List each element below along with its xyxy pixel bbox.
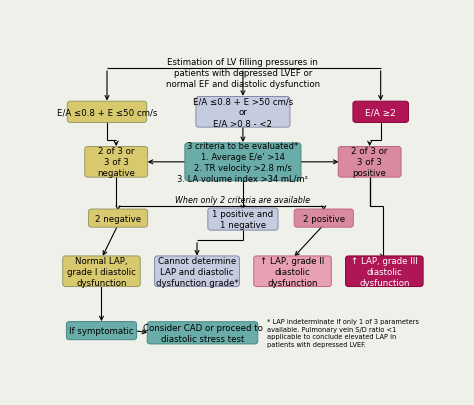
FancyBboxPatch shape bbox=[155, 256, 239, 287]
FancyBboxPatch shape bbox=[338, 147, 401, 178]
Text: 2 of 3 or
3 of 3
negative: 2 of 3 or 3 of 3 negative bbox=[97, 147, 135, 178]
Text: 2 of 3 or
3 of 3
positive: 2 of 3 or 3 of 3 positive bbox=[352, 147, 388, 178]
FancyBboxPatch shape bbox=[254, 256, 331, 287]
FancyBboxPatch shape bbox=[85, 147, 147, 178]
FancyBboxPatch shape bbox=[147, 322, 258, 344]
FancyBboxPatch shape bbox=[89, 209, 147, 228]
FancyBboxPatch shape bbox=[208, 209, 278, 230]
FancyBboxPatch shape bbox=[185, 143, 301, 181]
Text: Cannot determine
LAP and diastolic
dysfunction grade*: Cannot determine LAP and diastolic dysfu… bbox=[155, 256, 238, 287]
FancyBboxPatch shape bbox=[63, 256, 140, 287]
Text: 2 negative: 2 negative bbox=[95, 214, 141, 223]
FancyBboxPatch shape bbox=[196, 97, 290, 128]
Text: Consider CAD or proceed to
diastolic stress test: Consider CAD or proceed to diastolic str… bbox=[143, 323, 263, 343]
Text: ↑ LAP, grade III
diastolic
dysfunction: ↑ LAP, grade III diastolic dysfunction bbox=[351, 256, 418, 287]
Text: E/A ≤0.8 + E >50 cm/s
or
E/A >0.8 - <2: E/A ≤0.8 + E >50 cm/s or E/A >0.8 - <2 bbox=[193, 97, 293, 128]
Text: * LAP indeterminate if only 1 of 3 parameters
available. Pulmonary vein S/D rati: * LAP indeterminate if only 1 of 3 param… bbox=[267, 318, 419, 347]
Text: E/A ≥2: E/A ≥2 bbox=[365, 108, 396, 117]
FancyBboxPatch shape bbox=[67, 102, 146, 123]
Text: 2 positive: 2 positive bbox=[303, 214, 345, 223]
Text: 3 criteria to be evaluated*
1. Average E/e’ >14
2. TR velocity >2.8 m/s
3. LA vo: 3 criteria to be evaluated* 1. Average E… bbox=[177, 141, 309, 183]
Text: 1 positive and
1 negative: 1 positive and 1 negative bbox=[212, 209, 273, 230]
FancyBboxPatch shape bbox=[346, 256, 423, 287]
Text: ↑ LAP, grade II
diastolic
dysfunction: ↑ LAP, grade II diastolic dysfunction bbox=[260, 256, 325, 287]
Text: If symptomatic: If symptomatic bbox=[69, 326, 134, 335]
Text: When only 2 criteria are available: When only 2 criteria are available bbox=[175, 195, 310, 205]
Text: Estimation of LV filling pressures in
patients with depressed LVEF or
normal EF : Estimation of LV filling pressures in pa… bbox=[166, 58, 320, 89]
FancyBboxPatch shape bbox=[294, 209, 353, 228]
FancyBboxPatch shape bbox=[353, 102, 409, 123]
Text: E/A ≤0.8 + E ≤50 cm/s: E/A ≤0.8 + E ≤50 cm/s bbox=[57, 108, 157, 117]
FancyBboxPatch shape bbox=[66, 322, 137, 340]
Text: Normal LAP,
grade I diastolic
dysfunction: Normal LAP, grade I diastolic dysfunctio… bbox=[67, 256, 136, 287]
